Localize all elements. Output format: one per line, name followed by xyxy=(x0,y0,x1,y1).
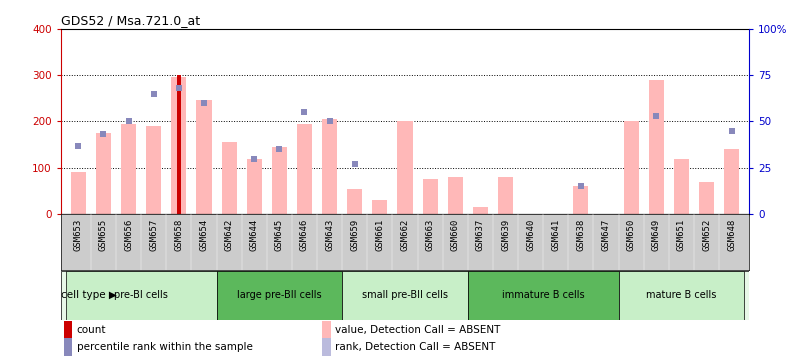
Bar xyxy=(322,119,337,214)
Text: GSM646: GSM646 xyxy=(300,218,309,251)
Text: percentile rank within the sample: percentile rank within the sample xyxy=(77,342,253,352)
Text: GSM657: GSM657 xyxy=(149,218,158,251)
Bar xyxy=(272,147,287,214)
Bar xyxy=(624,121,639,214)
Bar xyxy=(699,182,714,214)
Bar xyxy=(398,121,412,214)
Bar xyxy=(649,80,664,214)
Bar xyxy=(297,124,312,214)
Bar xyxy=(64,338,72,356)
Text: GDS52 / Msa.721.0_at: GDS52 / Msa.721.0_at xyxy=(61,14,200,27)
Text: GSM640: GSM640 xyxy=(526,218,535,251)
Text: cell type ▶: cell type ▶ xyxy=(62,290,117,301)
Bar xyxy=(423,179,437,214)
Text: GSM655: GSM655 xyxy=(99,218,108,251)
Bar xyxy=(146,126,161,214)
Bar xyxy=(619,271,744,320)
Bar xyxy=(66,271,216,320)
Text: GSM641: GSM641 xyxy=(552,218,561,251)
Bar xyxy=(322,338,330,356)
Bar xyxy=(448,177,463,214)
Bar xyxy=(468,271,619,320)
Text: GSM651: GSM651 xyxy=(677,218,686,251)
Bar xyxy=(498,177,513,214)
Text: pre-BI cells: pre-BI cells xyxy=(114,290,168,301)
Bar xyxy=(247,159,262,214)
Text: GSM643: GSM643 xyxy=(325,218,334,251)
Text: GSM659: GSM659 xyxy=(350,218,360,251)
Bar xyxy=(177,75,181,214)
Text: large pre-BII cells: large pre-BII cells xyxy=(237,290,322,301)
Bar xyxy=(64,320,72,338)
Text: value, Detection Call = ABSENT: value, Detection Call = ABSENT xyxy=(335,325,500,335)
Text: GSM653: GSM653 xyxy=(74,218,83,251)
Text: GSM639: GSM639 xyxy=(501,218,510,251)
Bar xyxy=(70,172,86,214)
Text: GSM663: GSM663 xyxy=(425,218,435,251)
Bar xyxy=(342,271,468,320)
Text: rank, Detection Call = ABSENT: rank, Detection Call = ABSENT xyxy=(335,342,495,352)
Text: GSM638: GSM638 xyxy=(577,218,586,251)
Text: GSM660: GSM660 xyxy=(450,218,460,251)
Bar xyxy=(216,271,342,320)
Text: count: count xyxy=(77,325,106,335)
Bar xyxy=(121,124,136,214)
Text: GSM644: GSM644 xyxy=(249,218,258,251)
Text: GSM647: GSM647 xyxy=(602,218,611,251)
Text: GSM661: GSM661 xyxy=(375,218,385,251)
Bar xyxy=(573,186,588,214)
Bar xyxy=(322,320,330,338)
Text: GSM648: GSM648 xyxy=(727,218,736,251)
Text: GSM642: GSM642 xyxy=(224,218,233,251)
Text: GSM658: GSM658 xyxy=(174,218,183,251)
Text: immature B cells: immature B cells xyxy=(502,290,585,301)
Text: small pre-BII cells: small pre-BII cells xyxy=(362,290,448,301)
Bar xyxy=(724,149,740,214)
Bar xyxy=(473,207,488,214)
Text: GSM654: GSM654 xyxy=(199,218,208,251)
Text: GSM637: GSM637 xyxy=(476,218,485,251)
Bar xyxy=(171,77,186,214)
Bar xyxy=(347,188,362,214)
Bar xyxy=(222,142,237,214)
Text: GSM649: GSM649 xyxy=(652,218,661,251)
Bar xyxy=(373,200,387,214)
Bar xyxy=(96,133,111,214)
Text: GSM645: GSM645 xyxy=(275,218,284,251)
Bar xyxy=(674,159,689,214)
Text: GSM650: GSM650 xyxy=(627,218,636,251)
Text: GSM662: GSM662 xyxy=(400,218,410,251)
Bar xyxy=(197,101,211,214)
Text: mature B cells: mature B cells xyxy=(646,290,717,301)
Text: GSM656: GSM656 xyxy=(124,218,133,251)
Text: GSM652: GSM652 xyxy=(702,218,711,251)
